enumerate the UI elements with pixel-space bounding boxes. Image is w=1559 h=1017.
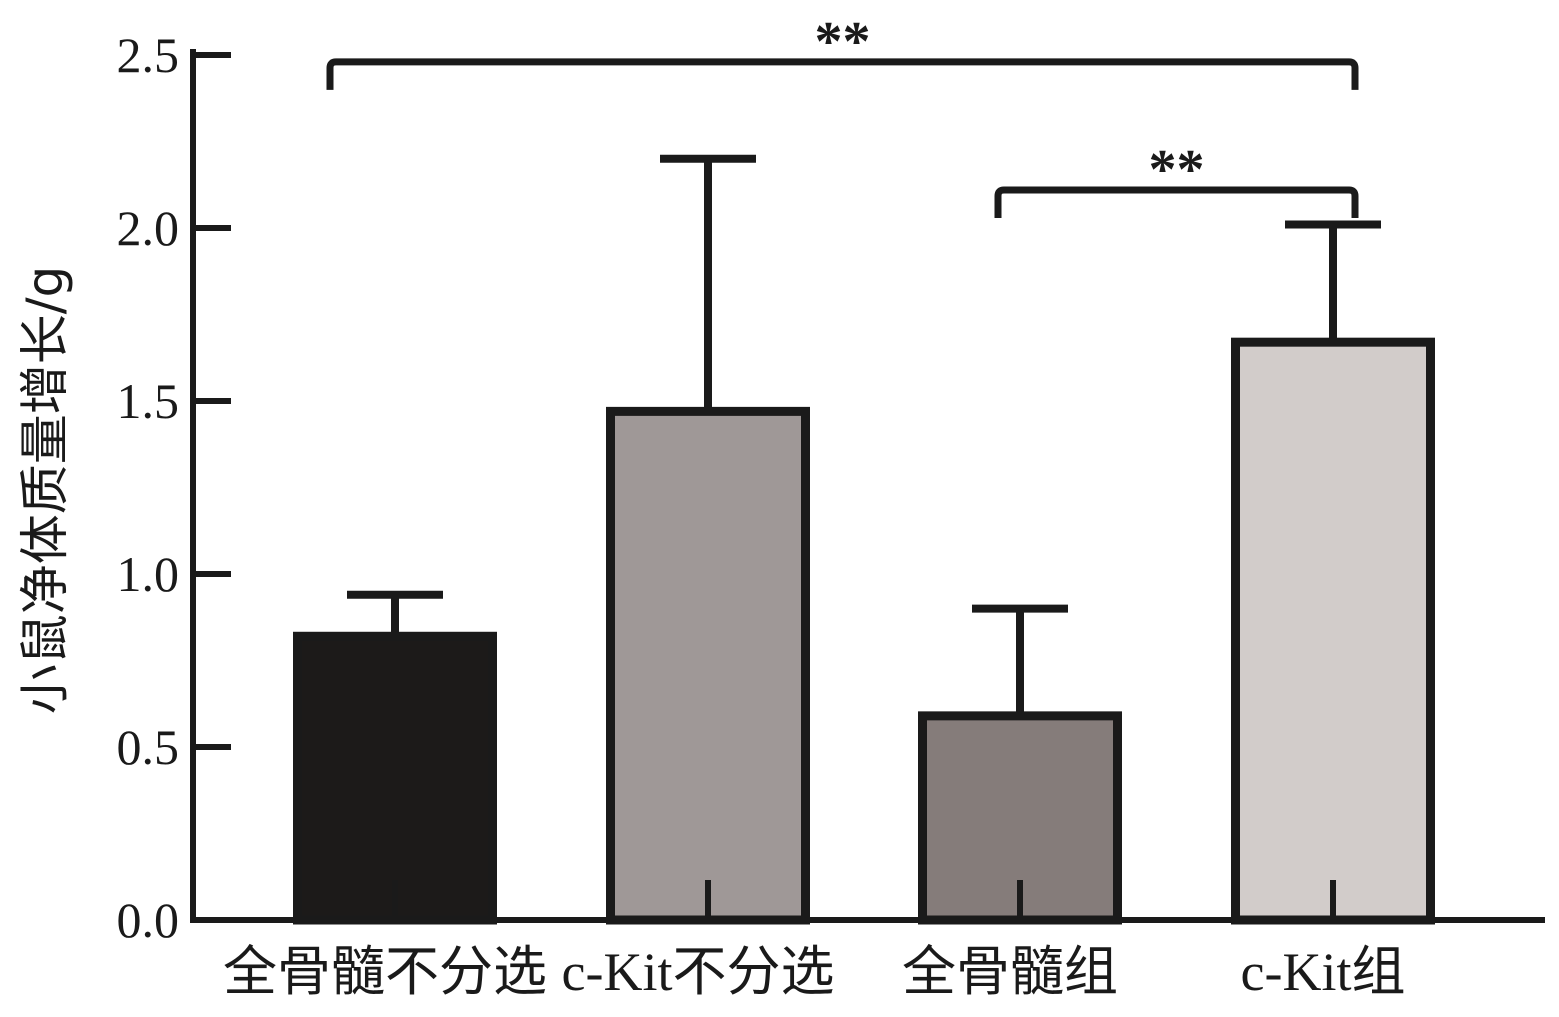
x-category-label: c-Kit不分选 — [562, 942, 835, 1002]
bar — [1231, 337, 1435, 925]
significance-bracket — [326, 58, 1359, 90]
y-tick-label: 1.0 — [117, 546, 180, 602]
x-category-label: 全骨髓不分选 — [223, 942, 547, 1002]
y-tick-label: 1.5 — [117, 373, 180, 429]
y-axis-ticks: 0.0 0.5 1.0 1.5 2.0 2.5 — [117, 27, 231, 948]
bar — [293, 631, 497, 925]
bars — [293, 337, 1435, 925]
x-category-label: c-Kit组 — [1241, 942, 1406, 1002]
error-bars — [347, 154, 1381, 716]
y-tick-label: 0.0 — [117, 892, 180, 948]
bar — [606, 406, 810, 925]
y-axis-label: 小鼠净体质量增长/g — [16, 266, 74, 715]
y-tick-label: 2.0 — [117, 200, 180, 256]
x-category-label: 全骨髓组 — [902, 942, 1118, 1002]
y-tick-label: 2.5 — [117, 27, 180, 83]
y-tick-label: 0.5 — [117, 719, 180, 775]
x-axis-labels: 全骨髓不分选 c-Kit不分选 全骨髓组 c-Kit组 — [223, 942, 1405, 1002]
significance-bracket — [994, 186, 1359, 218]
significance-label: ** — [815, 11, 871, 73]
significance-brackets: ** ** — [326, 11, 1359, 218]
significance-label: ** — [1149, 139, 1205, 201]
